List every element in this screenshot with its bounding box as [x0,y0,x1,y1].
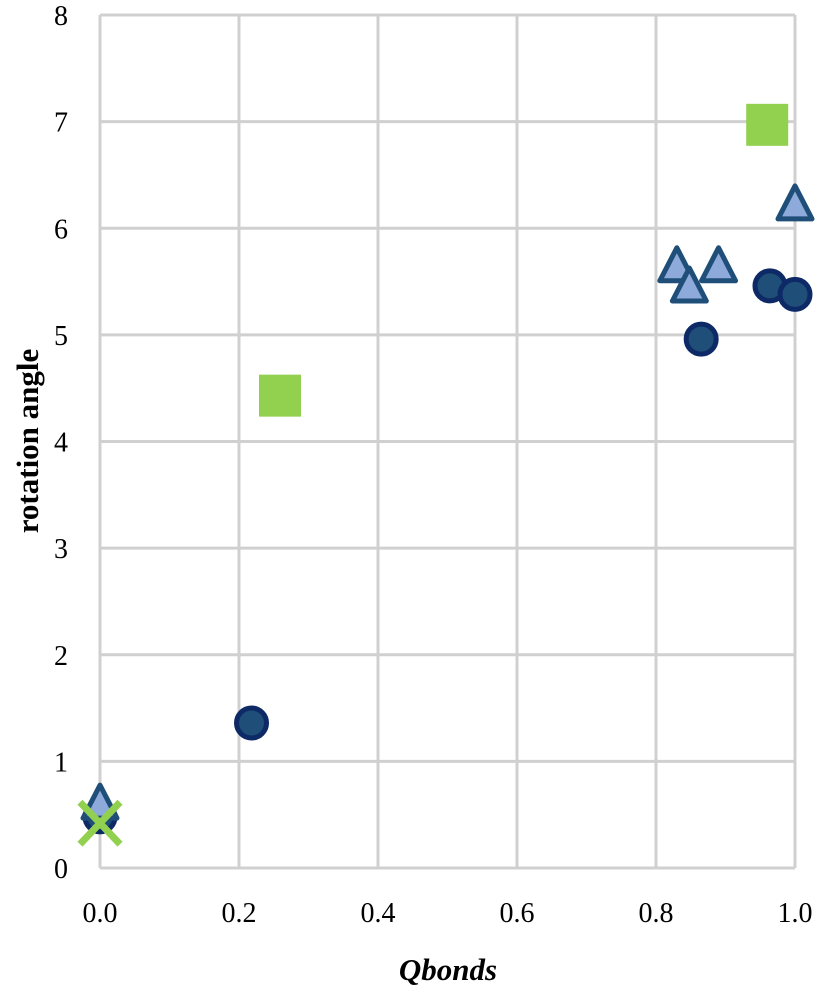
y-tick-label: 1 [54,747,68,778]
data-point-triangle [775,183,815,222]
y-tick-label: 3 [54,534,68,565]
x-axis-label: Qbonds [399,952,497,987]
data-point-triangle [669,265,709,304]
x-tick-label: 0.4 [361,898,396,929]
data-point-square [259,374,302,417]
data-point-triangle [699,245,739,284]
y-tick-label: 2 [54,641,68,672]
data-point-square [746,103,789,146]
x-tick-label: 0.0 [83,898,118,929]
data-point-circle [234,705,270,741]
data-point-circle [777,276,813,312]
x-tick-label: 0.8 [639,898,674,929]
y-axis-label: rotation angle [10,349,45,534]
data-point-circle [683,321,719,357]
data-points [77,103,815,847]
y-tick-label: 5 [54,321,68,352]
y-tick-label: 4 [54,428,68,459]
tick-labels: 0.0 0.2 0.4 0.6 0.8 1.0 0 1 2 3 4 5 6 7 8 [54,1,813,929]
x-tick-label: 1.0 [778,898,813,929]
y-tick-label: 8 [54,1,68,32]
y-tick-label: 0 [54,854,68,885]
x-tick-label: 0.2 [222,898,257,929]
data-point-x [77,799,123,847]
x-tick-label: 0.6 [500,898,535,929]
y-tick-label: 6 [54,214,68,245]
y-tick-label: 7 [54,108,68,139]
grid [98,13,797,870]
